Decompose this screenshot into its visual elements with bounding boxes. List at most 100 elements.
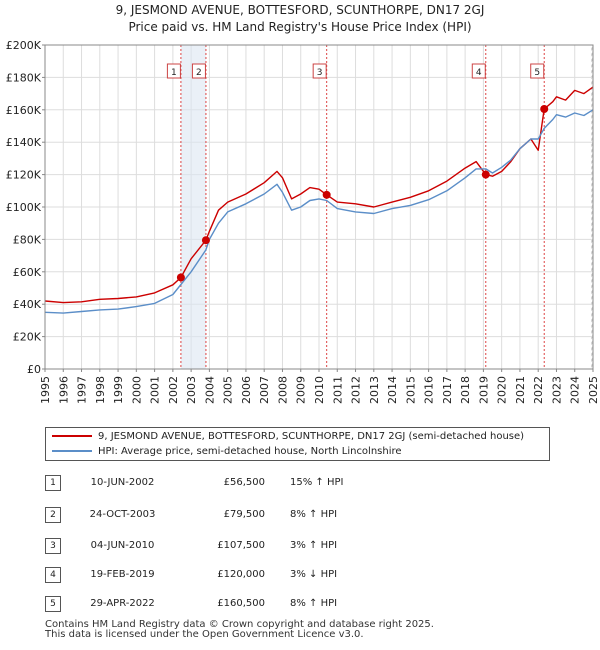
sale-label-box [191, 63, 206, 79]
sale-number-badge: 3 [45, 538, 61, 554]
x-tick-label: 2021 [514, 376, 527, 404]
sale-label-text: 1 [171, 68, 177, 78]
sale-price: £160,500 [217, 598, 265, 609]
x-tick-label: 2007 [258, 376, 271, 404]
legend-item-hpi: HPI: Average price, semi-detached house,… [52, 445, 402, 459]
x-tick-label: 2009 [295, 376, 308, 404]
x-tick-label: 2002 [167, 376, 180, 404]
sale-number-labels: 1 2 3 4 5 [166, 63, 545, 79]
y-tick-label: £120K [6, 169, 42, 182]
x-tick-label: 2019 [477, 376, 490, 404]
sale-label-text: 2 [196, 68, 202, 78]
x-tick-label: 2011 [331, 376, 344, 404]
sale-label-text: 3 [317, 68, 323, 78]
x-tick-label: 1998 [94, 376, 107, 404]
y-tick-label: £0 [27, 363, 41, 376]
sale-label-text: 5 [534, 68, 540, 78]
legend: 9, JESMOND AVENUE, BOTTESFORD, SCUNTHORP… [45, 427, 550, 461]
sale-highlight-bands [180, 45, 206, 369]
property-price-line [44, 86, 594, 304]
y-tick-label: £140K [6, 136, 42, 149]
sale-date: 04-JUN-2010 [90, 540, 155, 551]
axes: £0 £20K £40K £60K £80K £100K £120K £140K £160K £1… [6, 39, 600, 404]
sale-label-text: 4 [476, 68, 482, 78]
y-tick-label: £160K [6, 104, 42, 117]
sale-row: 2 24-OCT-2003 £79,500 8% ↑ HPI [45, 507, 545, 523]
legend-swatch-hpi [52, 450, 92, 452]
x-tick-label: 1996 [57, 376, 70, 404]
x-tick-label: 2017 [441, 376, 454, 404]
footer-line2: This data is licensed under the Open Gov… [45, 629, 364, 640]
sale-point [481, 170, 490, 179]
y-tick-label: £60K [13, 266, 42, 279]
sale-label-box [166, 63, 181, 79]
x-tick-label: 2005 [222, 376, 235, 404]
y-tick-label: £100K [6, 201, 42, 214]
x-tick-label: 2003 [185, 376, 198, 404]
x-tick-label: 2006 [240, 376, 253, 404]
grid [44, 44, 594, 370]
y-tick-label: £80K [13, 233, 42, 246]
x-tick-label: 2018 [459, 376, 472, 404]
y-tick-label: £40K [13, 298, 42, 311]
sale-hpi-delta: 3% ↓ HPI [290, 569, 338, 580]
x-tick-label: 2022 [532, 376, 545, 404]
sale-price: £120,000 [217, 569, 265, 580]
x-tick-label: 2020 [496, 376, 509, 404]
x-tick-label: 1995 [39, 376, 52, 404]
x-tick-label: 2015 [404, 376, 417, 404]
x-tick-label: 2025 [587, 376, 600, 404]
sale-date: 24-OCT-2003 [89, 509, 156, 520]
sale-label-box [471, 63, 486, 79]
x-tick-label: 2010 [313, 376, 326, 404]
x-tick-label: 2014 [386, 376, 399, 404]
legend-item-property: 9, JESMOND AVENUE, BOTTESFORD, SCUNTHORP… [52, 430, 524, 444]
sale-hpi-delta: 8% ↑ HPI [290, 509, 338, 520]
sale-number-badge: 4 [45, 567, 61, 583]
sale-number-badge: 1 [45, 475, 61, 491]
sale-hpi-delta: 8% ↑ HPI [290, 598, 338, 609]
sale-price: £56,500 [223, 477, 265, 488]
sale-point [176, 273, 185, 282]
footer-line1: Contains HM Land Registry data © Crown c… [45, 619, 434, 630]
x-tick-label: 2001 [149, 376, 162, 404]
hpi-line [44, 109, 594, 314]
sale-label-box [312, 63, 327, 79]
sale-vertical-lines [180, 45, 545, 369]
sale-row: 4 19-FEB-2019 £120,000 3% ↓ HPI [45, 567, 545, 583]
sale-date: 29-APR-2022 [90, 598, 155, 609]
x-tick-label: 2023 [550, 376, 563, 404]
sale-point [201, 236, 210, 245]
sale-band [180, 45, 206, 369]
legend-label-property: 9, JESMOND AVENUE, BOTTESFORD, SCUNTHORP… [98, 431, 525, 442]
x-tick-label: 1999 [112, 376, 125, 404]
sale-hpi-delta: 15% ↑ HPI [290, 477, 344, 488]
x-tick-label: 2024 [569, 376, 582, 404]
sale-row: 1 10-JUN-2002 £56,500 15% ↑ HPI [45, 475, 545, 491]
y-tick-label: £200K [6, 39, 42, 52]
sale-point [322, 190, 331, 199]
x-tick-label: 2004 [203, 376, 216, 404]
sale-row: 3 04-JUN-2010 £107,500 3% ↑ HPI [45, 538, 545, 554]
x-tick-label: 2013 [368, 376, 381, 404]
series-lines [44, 86, 594, 314]
x-tick-label: 2012 [350, 376, 363, 404]
x-tick-label: 1997 [76, 376, 89, 404]
x-tick-label: 2008 [276, 376, 289, 404]
sale-hpi-delta: 3% ↑ HPI [290, 540, 338, 551]
x-tick-label: 2000 [130, 376, 143, 404]
legend-swatch-property [52, 435, 92, 437]
chart-title: 9, JESMOND AVENUE, BOTTESFORD, SCUNTHORP… [0, 2, 600, 36]
sale-markers [176, 104, 549, 282]
sale-row: 5 29-APR-2022 £160,500 8% ↑ HPI [45, 596, 545, 612]
y-tick-label: £20K [13, 331, 42, 344]
chart-title-line1: 9, JESMOND AVENUE, BOTTESFORD, SCUNTHORP… [115, 3, 485, 17]
sale-point [540, 104, 549, 113]
footer: Contains HM Land Registry data © Crown c… [45, 620, 434, 640]
sale-price: £79,500 [223, 509, 265, 520]
sale-date: 19-FEB-2019 [90, 569, 155, 580]
sale-date: 10-JUN-2002 [90, 477, 155, 488]
y-tick-label: £180K [6, 71, 42, 84]
legend-label-hpi: HPI: Average price, semi-detached house,… [98, 446, 402, 457]
